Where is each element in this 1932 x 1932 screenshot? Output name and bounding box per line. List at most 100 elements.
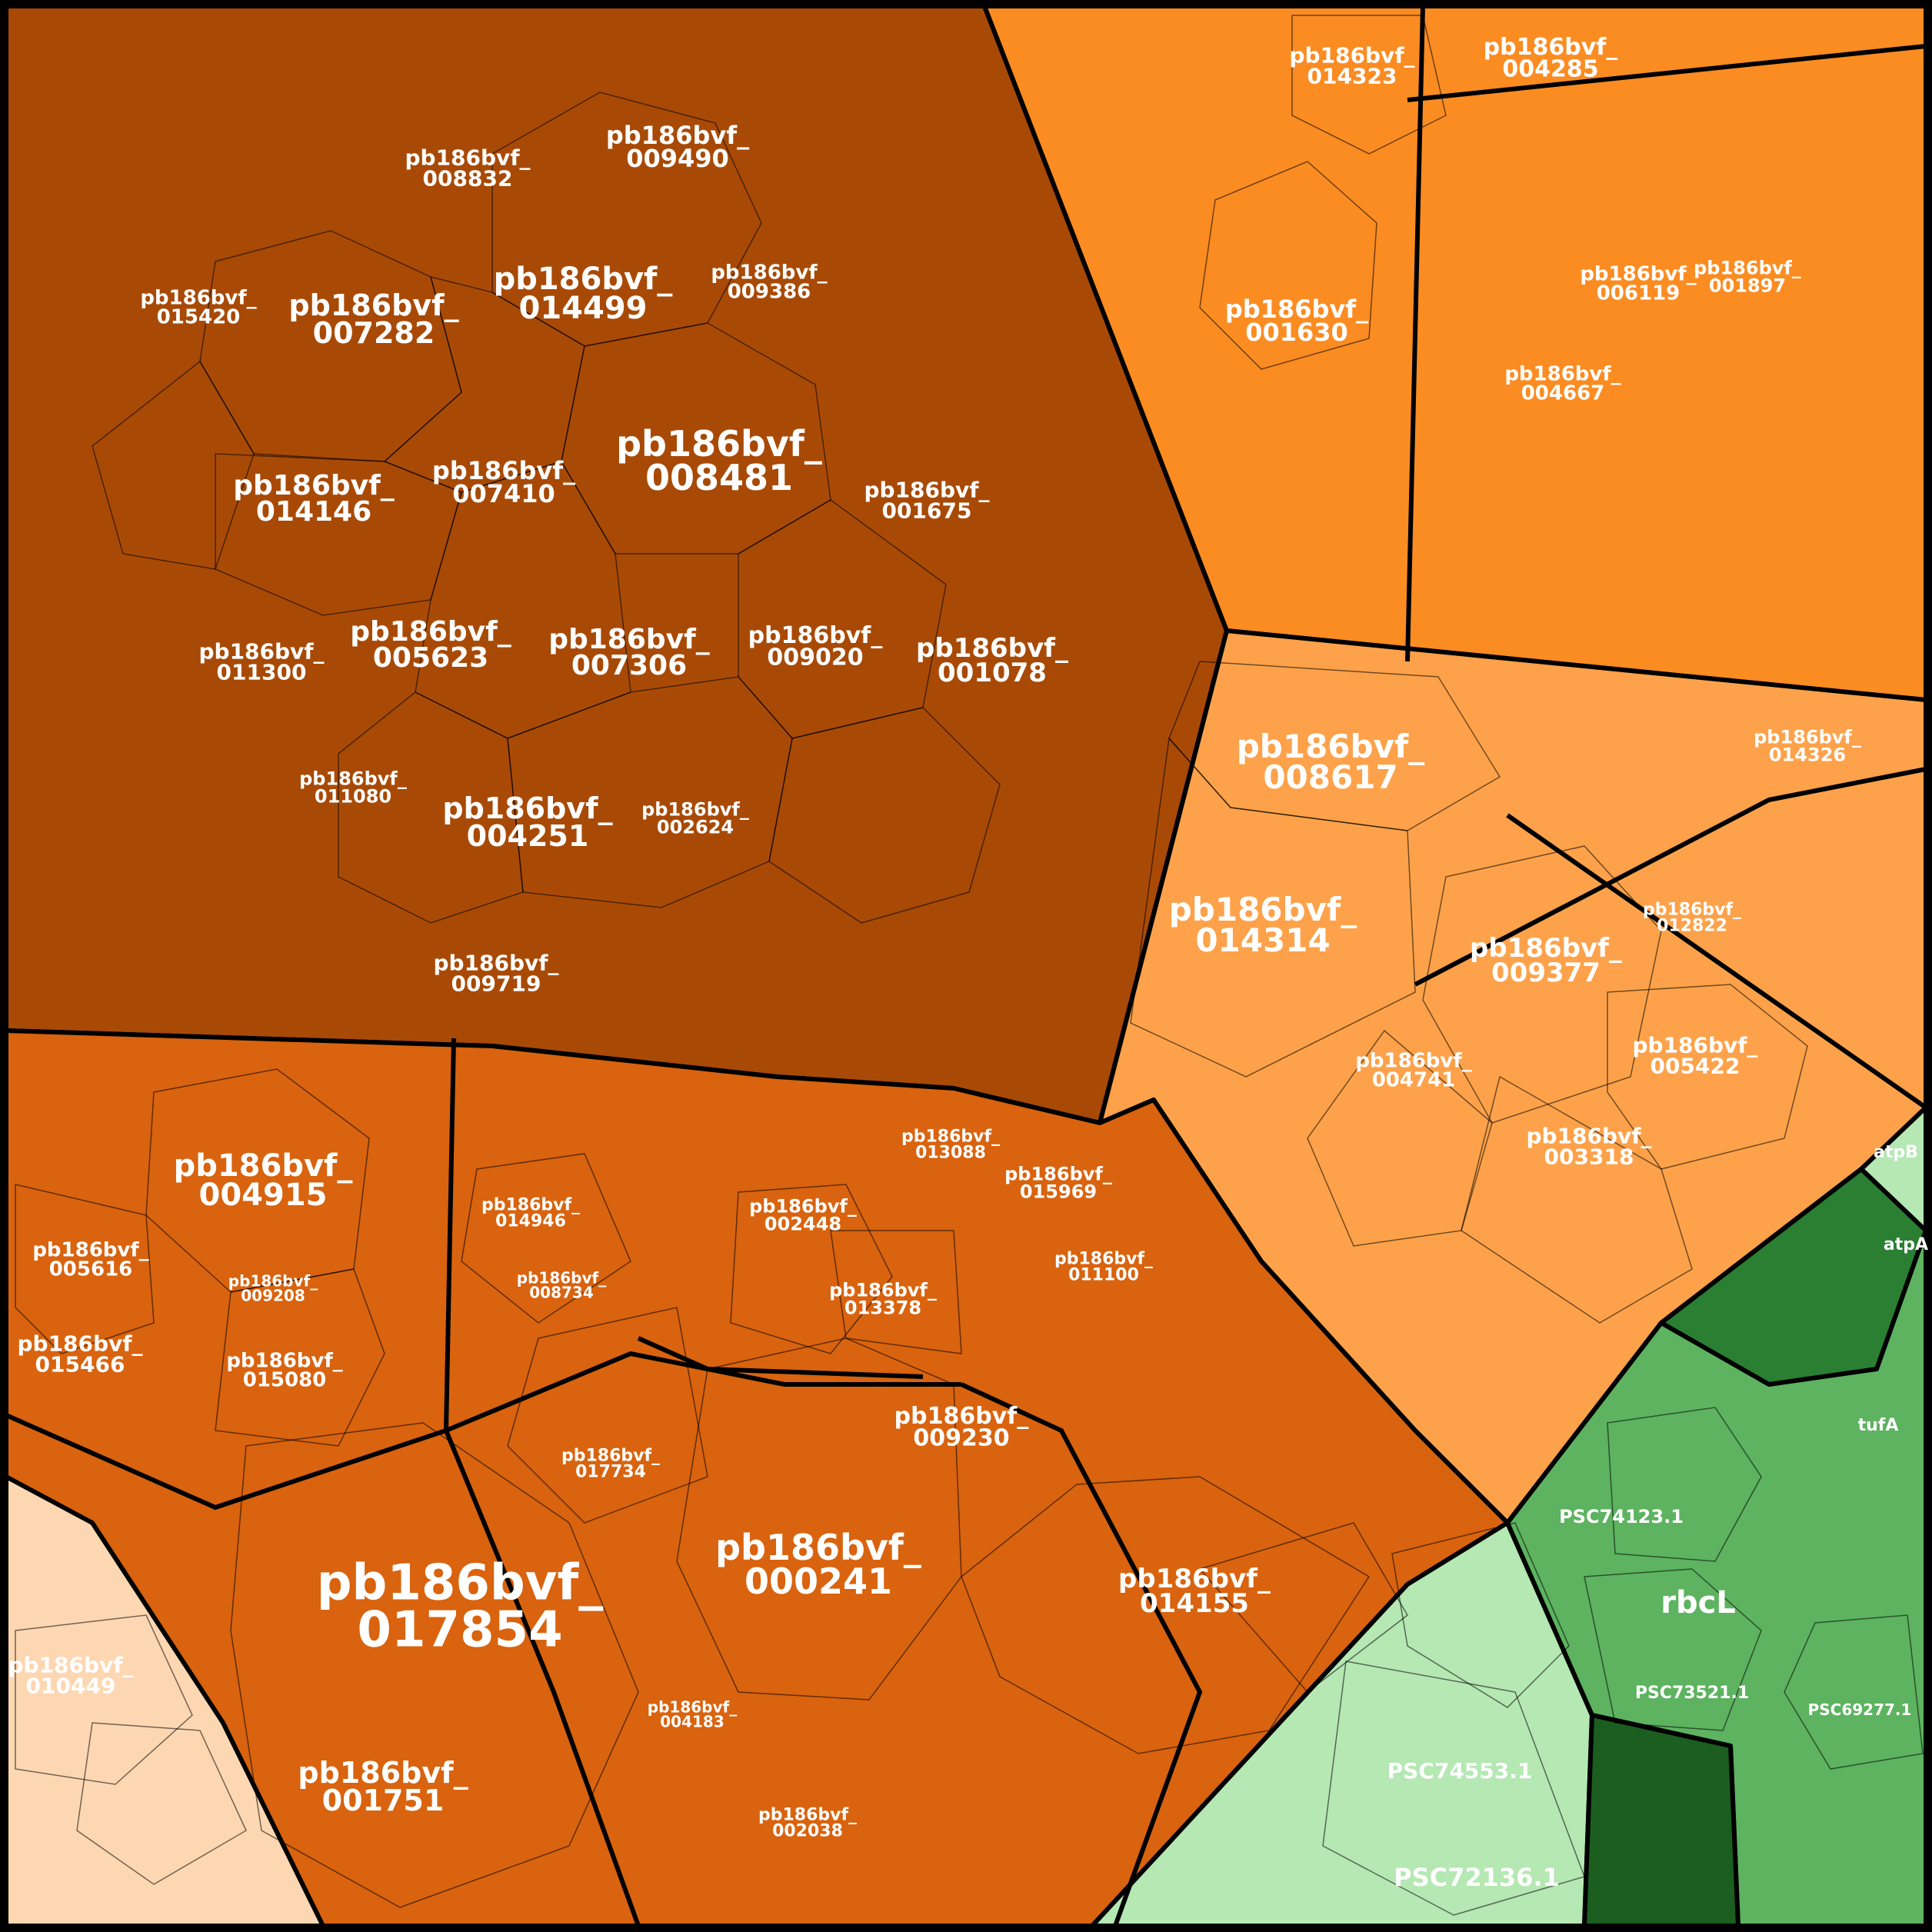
cell-label-008617: pb186bvf_ 008617 xyxy=(1237,728,1425,796)
cell-label-007410: pb186bvf_ 007410 xyxy=(432,456,575,508)
cell-outline xyxy=(1291,15,1447,155)
cell-label-015466: pb186bvf_ 015466 xyxy=(17,1331,142,1377)
cell-label-005623: pb186bvf_ 005623 xyxy=(350,616,511,674)
cell-label-001675: pb186bvf_ 001675 xyxy=(864,478,989,524)
cell-label-014323: pb186bvf_ 014323 xyxy=(1289,43,1414,89)
cell-label-006119: pb186bvf_ 006119 xyxy=(1580,263,1696,305)
cell-label-011300: pb186bvf_ 011300 xyxy=(198,639,324,685)
cell-outline xyxy=(768,707,1001,924)
cell-outline xyxy=(1198,1522,1408,1694)
cell-label-001630: pb186bvf_ 001630 xyxy=(1225,295,1368,347)
cell-label-PSC72136: PSC72136.1 xyxy=(1394,1863,1560,1892)
cell-label-010449: pb186bvf_ 010449 xyxy=(8,1653,133,1699)
cell-outline xyxy=(1461,1075,1693,1324)
cell-outline xyxy=(1784,1614,1924,1770)
cell-label-014326: pb186bvf_ 014326 xyxy=(1754,727,1861,766)
cell-outline xyxy=(1391,1522,1570,1708)
cell-label-013088: pb186bvf_ 013088 xyxy=(901,1128,1000,1163)
cell-label-013378: pb186bvf_ 013378 xyxy=(829,1280,937,1319)
cell-label-atpB: atpB xyxy=(1874,1143,1918,1162)
cell-label-011100: pb186bvf_ 011100 xyxy=(1054,1250,1153,1285)
cell-outline xyxy=(92,360,255,570)
region-divider xyxy=(1506,813,1927,1110)
cell-label-PSC74553: PSC74553.1 xyxy=(1387,1758,1533,1784)
cell-outline xyxy=(1607,984,1808,1170)
region-divider xyxy=(5,1351,961,1511)
cell-label-001751: pb186bvf_ 001751 xyxy=(298,1756,468,1817)
region-divider xyxy=(960,1382,1203,1927)
cell-label-009230: pb186bvf_ 009230 xyxy=(894,1403,1029,1452)
cell-label-003318: pb186bvf_ 003318 xyxy=(1526,1124,1651,1170)
cell-label-atpA: atpA xyxy=(1884,1235,1928,1254)
cell-outline xyxy=(507,676,793,908)
cell-label-012822: pb186bvf_ 012822 xyxy=(1643,901,1741,936)
cell-outline xyxy=(461,1153,631,1324)
region-divider xyxy=(1591,1713,1731,1748)
green-darkest-region[interactable] xyxy=(1582,1713,1740,1928)
cell-outline xyxy=(961,1476,1371,1754)
cell-label-007282: pb186bvf_ 007282 xyxy=(288,288,458,350)
region-divider xyxy=(1414,767,1927,987)
cell-label-008481: pb186bvf_ 008481 xyxy=(616,423,822,498)
region-divider xyxy=(637,1336,924,1379)
cell-label-004741: pb186bvf_ 004741 xyxy=(1355,1050,1471,1092)
region-divider xyxy=(1407,44,1927,102)
cell-label-014146: pb186bvf_ 014146 xyxy=(233,470,395,528)
cell-label-004183: pb186bvf_ 004183 xyxy=(648,1698,737,1731)
cell-label-009377: pb186bvf_ 009377 xyxy=(1470,933,1622,988)
cell-label-014155: pb186bvf_ 014155 xyxy=(1118,1564,1271,1619)
cell-label-rbcL: rbcL xyxy=(1661,1585,1736,1621)
cell-label-014314: pb186bvf_ 014314 xyxy=(1169,891,1357,959)
cell-label-015420: pb186bvf_ 015420 xyxy=(140,287,256,329)
cell-label-014499: pb186bvf_ 014499 xyxy=(494,261,673,326)
region-divider xyxy=(443,1038,641,1927)
cell-outline xyxy=(1422,845,1662,1124)
cell-outline xyxy=(230,1422,639,1908)
cell-label-017734: pb186bvf_ 017734 xyxy=(561,1447,660,1482)
cell-outline xyxy=(1584,1568,1762,1731)
cell-label-000241: pb186bvf_ 000241 xyxy=(715,1527,921,1602)
cell-label-009490: pb186bvf_ 009490 xyxy=(606,121,749,173)
cell-label-001897: pb186bvf_ 001897 xyxy=(1694,258,1801,297)
cell-outline xyxy=(15,1614,193,1785)
cell-outline xyxy=(15,1184,155,1354)
cell-label-008734: pb186bvf_ 008734 xyxy=(517,1269,606,1302)
cell-label-tufA: tufA xyxy=(1858,1416,1899,1435)
cell-label-004915: pb186bvf_ 004915 xyxy=(174,1148,353,1213)
cell-outline xyxy=(76,1722,247,1885)
cell-label-015969: pb186bvf_ 015969 xyxy=(1004,1164,1112,1203)
cell-label-009719: pb186bvf_ 009719 xyxy=(433,951,558,997)
cell-outline xyxy=(1607,1407,1762,1562)
region-dividers xyxy=(5,5,1927,1927)
cell-label-PSC74123: PSC74123.1 xyxy=(1559,1506,1684,1527)
cell-outline xyxy=(830,1230,962,1354)
cell-outline xyxy=(1307,1029,1493,1247)
cell-label-017854: pb186bvf_ 017854 xyxy=(317,1555,604,1659)
cell-label-009020: pb186bvf_ 009020 xyxy=(748,622,883,671)
cell-label-PSC69277: PSC69277.1 xyxy=(1808,1700,1912,1719)
cell-label-004251: pb186bvf_ 004251 xyxy=(442,791,612,853)
cell-label-009208: pb186bvf_ 009208 xyxy=(228,1272,318,1305)
cell-outline xyxy=(1130,737,1416,1078)
cell-label-001078: pb186bvf_ 001078 xyxy=(916,633,1068,688)
cell-outline xyxy=(215,1268,385,1447)
cell-label-007306: pb186bvf_ 007306 xyxy=(548,624,710,681)
cell-label-009386: pb186bvf_ 009386 xyxy=(711,261,827,304)
cell-label-004667: pb186bvf_ 004667 xyxy=(1504,363,1621,405)
cell-label-002448: pb186bvf_ 002448 xyxy=(749,1196,857,1235)
cell-label-PSC73521: PSC73521.1 xyxy=(1635,1684,1749,1703)
cell-label-014946: pb186bvf_ 014946 xyxy=(481,1196,580,1231)
cell-outline xyxy=(676,1337,962,1700)
cell-label-005422: pb186bvf_ 005422 xyxy=(1632,1033,1757,1079)
cell-label-008832: pb186bvf_ 008832 xyxy=(405,145,530,192)
cell-label-004285: pb186bvf_ 004285 xyxy=(1484,34,1618,83)
cell-outline xyxy=(1199,161,1377,370)
cell-outline xyxy=(1322,1661,1585,1916)
cell-outline xyxy=(730,1184,893,1354)
cell-label-002038: pb186bvf_ 002038 xyxy=(758,1806,857,1841)
region-divider xyxy=(1405,5,1425,662)
cell-outlines xyxy=(15,15,1924,1916)
cell-label-005616: pb186bvf_ 005616 xyxy=(32,1239,148,1281)
